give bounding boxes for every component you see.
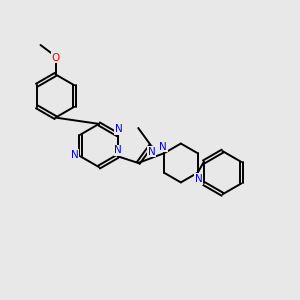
Text: N: N	[114, 145, 122, 155]
Text: N: N	[195, 174, 203, 184]
Text: N: N	[148, 147, 155, 157]
Text: N: N	[71, 150, 79, 160]
Text: O: O	[51, 52, 60, 63]
Text: N: N	[115, 124, 122, 134]
Text: N: N	[159, 142, 167, 152]
